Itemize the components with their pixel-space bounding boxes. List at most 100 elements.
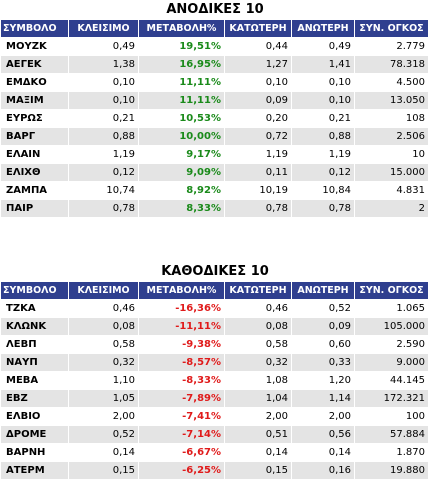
volume-cell: 105.000 (355, 318, 429, 336)
volume-cell: 10 (355, 146, 429, 164)
symbol-cell[interactable]: ΕΜΔΚΟ (1, 74, 69, 92)
symbol-cell[interactable]: ΕΛΒΙΟ (1, 408, 69, 426)
close-cell: 0,88 (69, 128, 139, 146)
volume-cell: 19.880 (355, 462, 429, 480)
volume-cell: 4.500 (355, 74, 429, 92)
symbol-cell[interactable]: ΝΑΥΠ (1, 354, 69, 372)
high-cell: 0,60 (292, 336, 355, 354)
change-cell: -6,67% (139, 444, 225, 462)
header-volume: ΣΥΝ. ΟΓΚΟΣ (355, 20, 429, 38)
header-close: ΚΛΕΙΣΙΜΟ (69, 282, 139, 300)
change-cell: -8,57% (139, 354, 225, 372)
high-cell: 0,10 (292, 74, 355, 92)
high-cell: 0,33 (292, 354, 355, 372)
symbol-cell[interactable]: ΕΒΖ (1, 390, 69, 408)
symbol-cell[interactable]: ΖΑΜΠΑ (1, 182, 69, 200)
symbol-cell[interactable]: ΛΕΒΠ (1, 336, 69, 354)
low-cell: 0,44 (225, 38, 292, 56)
header-low: ΚΑΤΩΤΕΡΗ (225, 282, 292, 300)
close-cell: 0,12 (69, 164, 139, 182)
change-cell: -8,33% (139, 372, 225, 390)
symbol-cell[interactable]: ΕΛΙΧΘ (1, 164, 69, 182)
change-cell: 10,53% (139, 110, 225, 128)
symbol-cell[interactable]: ΒΑΡΓ (1, 128, 69, 146)
table-row: ΑΤΕΡΜ 0,15 -6,25% 0,15 0,16 19.880 (1, 462, 429, 480)
symbol-cell[interactable]: ΠΑΙΡ (1, 200, 69, 218)
change-cell: 8,92% (139, 182, 225, 200)
symbol-cell[interactable]: ΕΛΑΙΝ (1, 146, 69, 164)
close-cell: 1,38 (69, 56, 139, 74)
high-cell: 2,00 (292, 408, 355, 426)
table-row: ΒΑΡΓ 0,88 10,00% 0,72 0,88 2.506 (1, 128, 429, 146)
close-cell: 0,10 (69, 92, 139, 110)
symbol-cell[interactable]: ΑΕΓΕΚ (1, 56, 69, 74)
change-cell: 10,00% (139, 128, 225, 146)
table-row: ΜΟΥΖΚ 0,49 19,51% 0,44 0,49 2.779 (1, 38, 429, 56)
change-cell: -11,11% (139, 318, 225, 336)
close-cell: 1,19 (69, 146, 139, 164)
close-cell: 0,15 (69, 462, 139, 480)
close-cell: 0,14 (69, 444, 139, 462)
table-row: ΝΑΥΠ 0,32 -8,57% 0,32 0,33 9.000 (1, 354, 429, 372)
close-cell: 0,21 (69, 110, 139, 128)
close-cell: 0,78 (69, 200, 139, 218)
gainers-section: ΑΝΟΔΙΚΕΣ 10 ΣΥΜΒΟΛΟ ΚΛΕΙΣΙΜΟ ΜΕΤΑΒΟΛΗ% Κ… (0, 0, 430, 218)
symbol-cell[interactable]: ΑΤΕΡΜ (1, 462, 69, 480)
table-row: ΚΛΩΝΚ 0,08 -11,11% 0,08 0,09 105.000 (1, 318, 429, 336)
close-cell: 0,46 (69, 300, 139, 318)
high-cell: 0,12 (292, 164, 355, 182)
close-cell: 0,08 (69, 318, 139, 336)
table-row: ΜΑΞΙΜ 0,10 11,11% 0,09 0,10 13.050 (1, 92, 429, 110)
table-row: ΕΒΖ 1,05 -7,89% 1,04 1,14 172.321 (1, 390, 429, 408)
gainers-header-row: ΣΥΜΒΟΛΟ ΚΛΕΙΣΙΜΟ ΜΕΤΑΒΟΛΗ% ΚΑΤΩΤΕΡΗ ΑΝΩΤ… (1, 20, 429, 38)
symbol-cell[interactable]: ΚΛΩΝΚ (1, 318, 69, 336)
volume-cell: 1.065 (355, 300, 429, 318)
low-cell: 0,78 (225, 200, 292, 218)
volume-cell: 44.145 (355, 372, 429, 390)
table-row: ΜΕΒΑ 1,10 -8,33% 1,08 1,20 44.145 (1, 372, 429, 390)
change-cell: 9,09% (139, 164, 225, 182)
close-cell: 1,10 (69, 372, 139, 390)
low-cell: 0,32 (225, 354, 292, 372)
symbol-cell[interactable]: ΤΖΚΑ (1, 300, 69, 318)
table-row: ΕΛΑΙΝ 1,19 9,17% 1,19 1,19 10 (1, 146, 429, 164)
symbol-cell[interactable]: ΜΑΞΙΜ (1, 92, 69, 110)
losers-header-row: ΣΥΜΒΟΛΟ ΚΛΕΙΣΙΜΟ ΜΕΤΑΒΟΛΗ% ΚΑΤΩΤΕΡΗ ΑΝΩΤ… (1, 282, 429, 300)
change-cell: 11,11% (139, 92, 225, 110)
gainers-title: ΑΝΟΔΙΚΕΣ 10 (166, 2, 264, 17)
table-row: ΛΕΒΠ 0,58 -9,38% 0,58 0,60 2.590 (1, 336, 429, 354)
gainers-table: ΣΥΜΒΟΛΟ ΚΛΕΙΣΙΜΟ ΜΕΤΑΒΟΛΗ% ΚΑΤΩΤΕΡΗ ΑΝΩΤ… (1, 20, 429, 218)
symbol-cell[interactable]: ΔΡΟΜΕ (1, 426, 69, 444)
volume-cell: 172.321 (355, 390, 429, 408)
volume-cell: 78.318 (355, 56, 429, 74)
close-cell: 0,58 (69, 336, 139, 354)
volume-cell: 15.000 (355, 164, 429, 182)
high-cell: 0,09 (292, 318, 355, 336)
low-cell: 0,15 (225, 462, 292, 480)
change-cell: -7,89% (139, 390, 225, 408)
low-cell: 1,19 (225, 146, 292, 164)
header-change: ΜΕΤΑΒΟΛΗ% (139, 282, 225, 300)
high-cell: 0,49 (292, 38, 355, 56)
high-cell: 10,84 (292, 182, 355, 200)
symbol-cell[interactable]: ΜΟΥΖΚ (1, 38, 69, 56)
volume-cell: 57.884 (355, 426, 429, 444)
change-cell: 11,11% (139, 74, 225, 92)
symbol-cell[interactable]: ΒΑΡΝΗ (1, 444, 69, 462)
close-cell: 10,74 (69, 182, 139, 200)
low-cell: 0,08 (225, 318, 292, 336)
low-cell: 0,10 (225, 74, 292, 92)
low-cell: 10,19 (225, 182, 292, 200)
symbol-cell[interactable]: ΕΥΡΩΣ (1, 110, 69, 128)
symbol-cell[interactable]: ΜΕΒΑ (1, 372, 69, 390)
low-cell: 0,58 (225, 336, 292, 354)
low-cell: 0,14 (225, 444, 292, 462)
high-cell: 0,52 (292, 300, 355, 318)
volume-cell: 9.000 (355, 354, 429, 372)
table-row: ΕΛΒΙΟ 2,00 -7,41% 2,00 2,00 100 (1, 408, 429, 426)
volume-cell: 1.870 (355, 444, 429, 462)
close-cell: 0,52 (69, 426, 139, 444)
low-cell: 1,04 (225, 390, 292, 408)
low-cell: 0,46 (225, 300, 292, 318)
close-cell: 0,49 (69, 38, 139, 56)
